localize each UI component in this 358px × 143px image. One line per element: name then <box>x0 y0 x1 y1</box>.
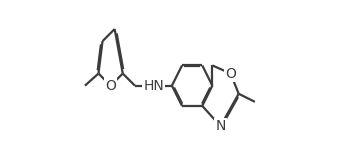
Text: O: O <box>225 66 236 81</box>
Text: O: O <box>105 79 116 93</box>
Text: HN: HN <box>143 79 164 93</box>
Text: N: N <box>215 119 226 133</box>
